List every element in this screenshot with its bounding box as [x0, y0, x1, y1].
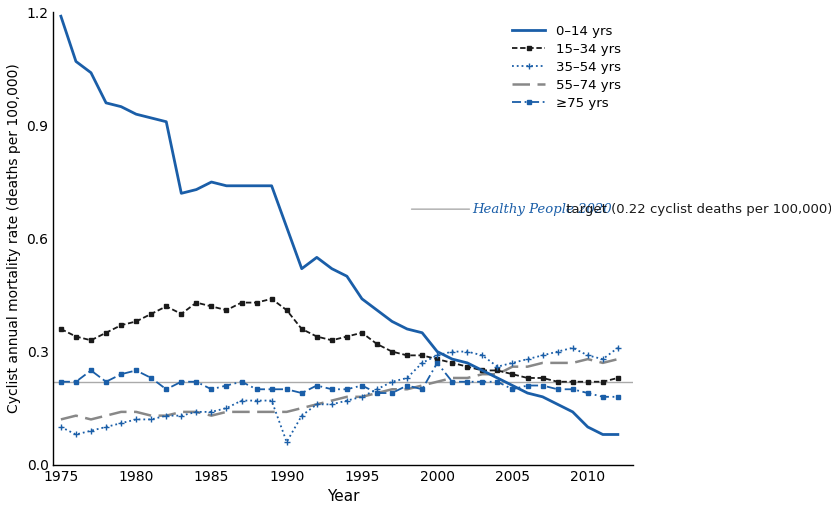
X-axis label: Year: Year	[327, 489, 359, 504]
Legend: 0–14 yrs, 15–34 yrs, 35–54 yrs, 55–74 yrs, ≥75 yrs: 0–14 yrs, 15–34 yrs, 35–54 yrs, 55–74 yr…	[507, 19, 627, 115]
Text: target (0.22 cyclist deaths per 100,000): target (0.22 cyclist deaths per 100,000)	[562, 203, 831, 216]
Text: Healthy People 2020: Healthy People 2020	[472, 203, 612, 216]
Y-axis label: Cyclist annual mortality rate (deaths per 100,000): Cyclist annual mortality rate (deaths pe…	[7, 64, 21, 413]
